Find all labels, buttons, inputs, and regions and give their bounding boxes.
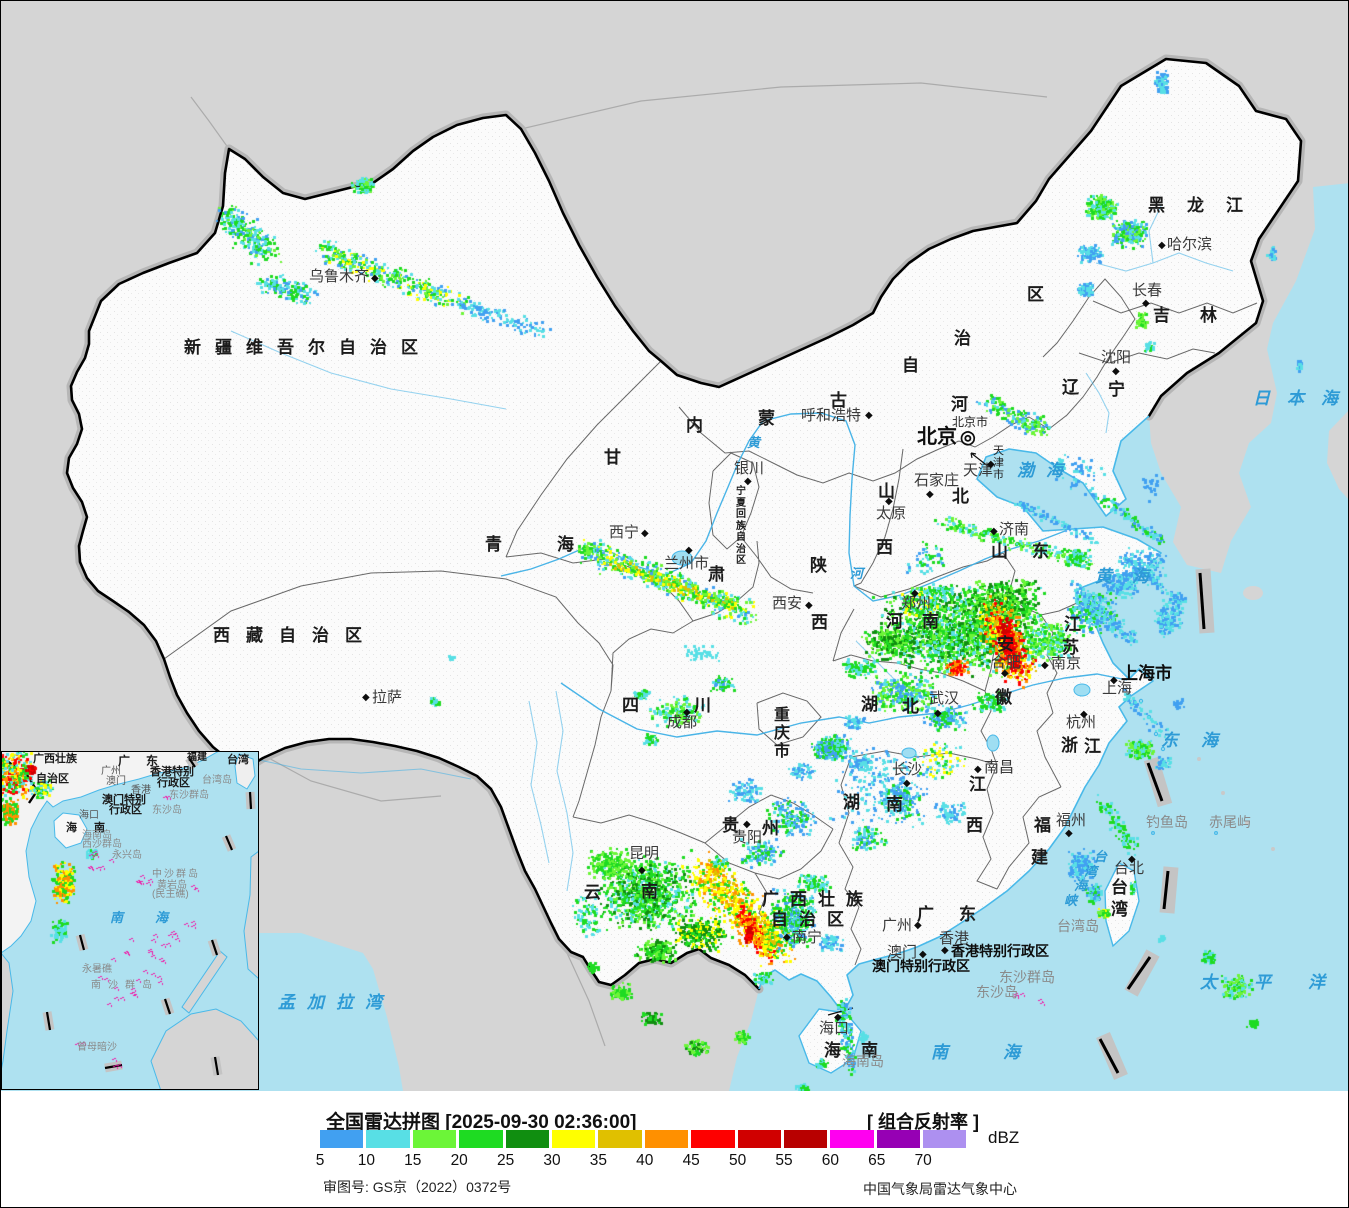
- legend-title: 全国雷达拼图 [2025-09-30 02:36:00]: [326, 1112, 637, 1133]
- china-radar-map: 新疆维吾尔自治区 西藏自治区青海甘肃内蒙古自治区黑龙江吉林辽宁河北山西山东河南陕西…: [1, 1, 1348, 1091]
- colorbar-tick-45: 45: [682, 1152, 700, 1169]
- colorbar-tick-70: 70: [914, 1152, 932, 1169]
- dbz-unit-label: dBZ: [988, 1128, 1020, 1147]
- colorbar: [320, 1130, 967, 1148]
- colorbar-tick-50: 50: [728, 1152, 747, 1169]
- colorbar-cell-55: [783, 1130, 828, 1148]
- colorbar-tick-55: 55: [775, 1152, 793, 1169]
- colorbar-cell-35: [598, 1130, 642, 1148]
- colorbar-cell-20: [459, 1130, 503, 1148]
- legend-product: [ 组合反射率 ]: [867, 1112, 979, 1132]
- colorbar-tick-40: 40: [636, 1152, 654, 1169]
- colorbar-tick-20: 20: [450, 1152, 468, 1169]
- colorbar-tick-60: 60: [821, 1152, 840, 1169]
- colorbar-tick-25: 25: [496, 1152, 515, 1169]
- colorbar-cell-15: [412, 1130, 457, 1148]
- colorbar-tick-15: 15: [404, 1152, 422, 1169]
- colorbar-tick-5: 5: [315, 1152, 325, 1169]
- colorbar-cell-30: [551, 1130, 596, 1148]
- review-number: 审图号: GS京（2022）0372号: [323, 1179, 512, 1195]
- colorbar-tick-30: 30: [543, 1152, 561, 1169]
- colorbar-cell-5: [320, 1130, 364, 1148]
- colorbar-cell-10: [366, 1130, 410, 1148]
- colorbar-cell-70: [923, 1130, 967, 1148]
- colorbar-cell-45: [691, 1130, 735, 1148]
- legend-panel: 全国雷达拼图 [2025-09-30 02:36:00] [ 组合反射率 ] d…: [1, 1091, 1348, 1207]
- colorbar-cell-50: [737, 1130, 781, 1148]
- colorbar-cell-25: [505, 1130, 549, 1148]
- colorbar-tick-10: 10: [357, 1152, 376, 1169]
- colorbar-cell-65: [876, 1130, 921, 1148]
- colorbar-cell-60: [830, 1130, 874, 1148]
- colorbar-tick-65: 65: [868, 1152, 886, 1169]
- radar-echo-layer: [1, 1, 1348, 1091]
- colorbar-tick-35: 35: [589, 1152, 608, 1169]
- colorbar-cell-40: [644, 1130, 689, 1148]
- credit-text: 中国气象局雷达气象中心: [863, 1181, 1017, 1197]
